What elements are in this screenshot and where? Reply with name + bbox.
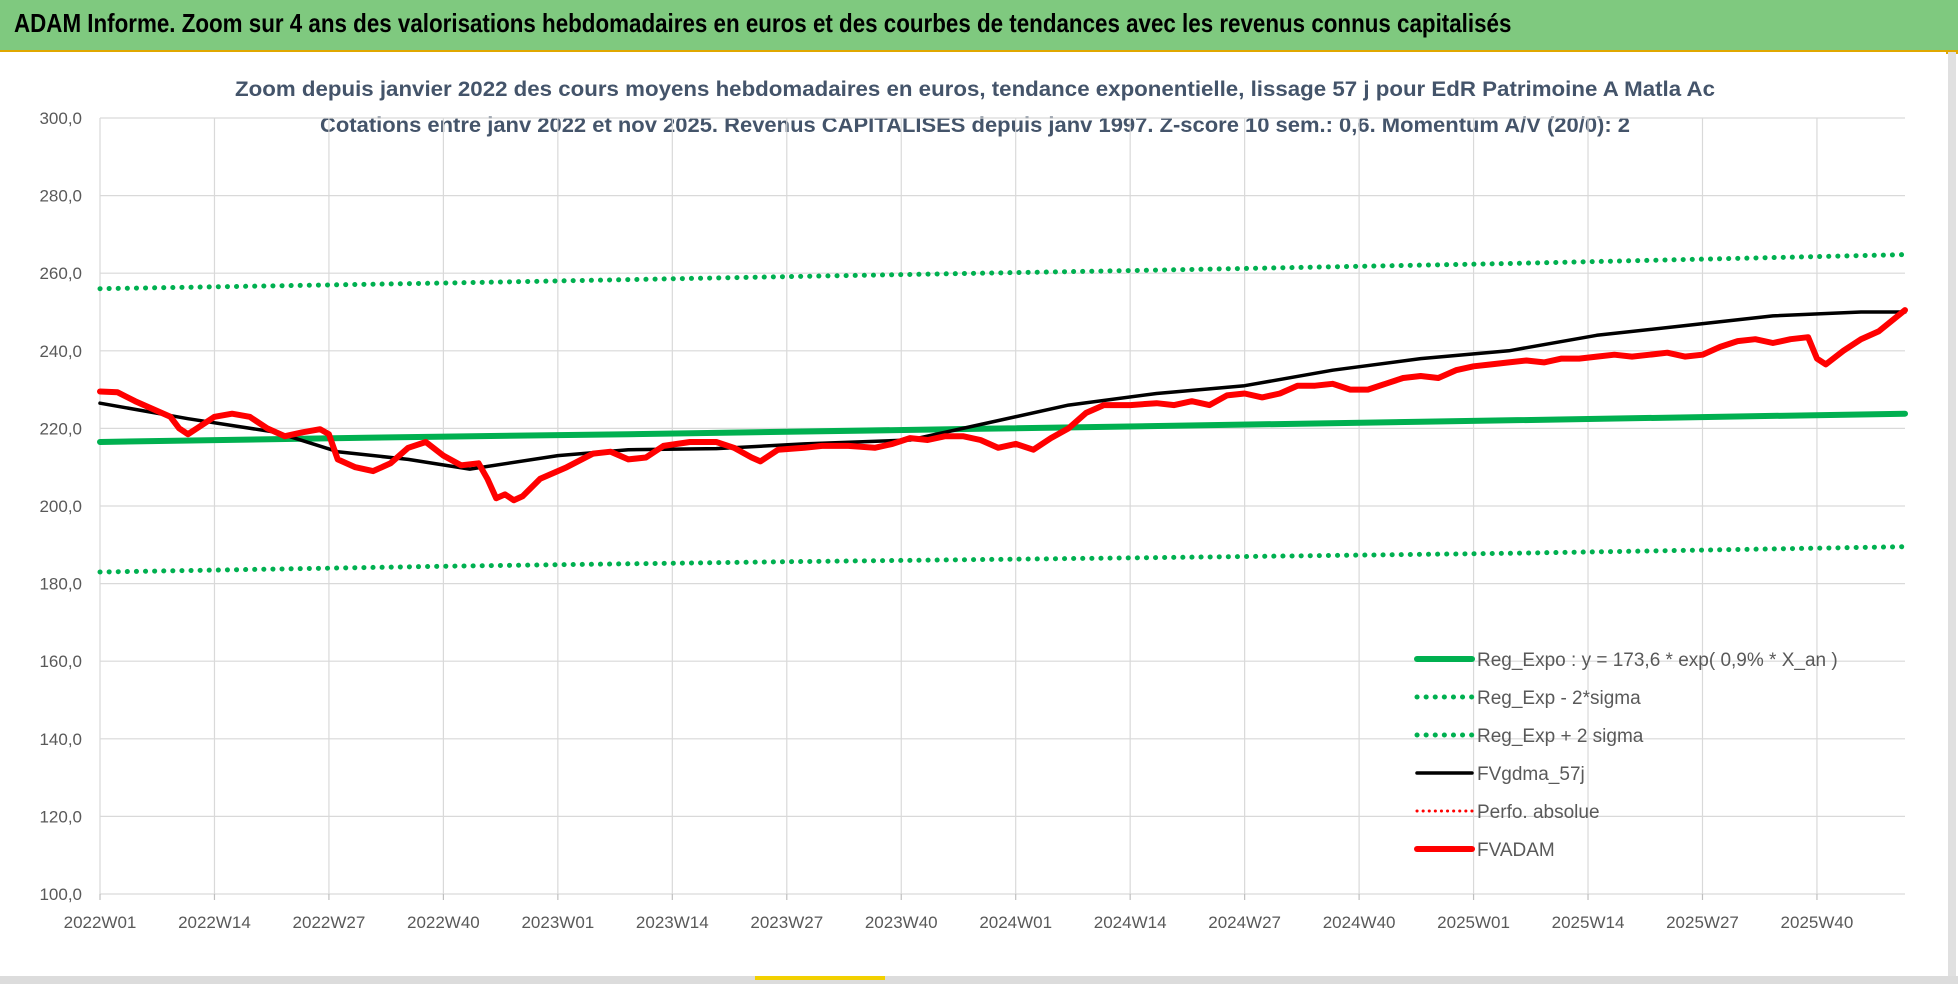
x-tick-label: 2025W14	[1552, 913, 1625, 932]
legend-label: Reg_Exp - 2*sigma	[1477, 688, 1641, 709]
scroll-thumb	[755, 976, 885, 980]
legend-label: FVADAM	[1477, 840, 1555, 861]
x-tick-label: 2025W01	[1437, 913, 1510, 932]
header-banner: ADAM Informe. Zoom sur 4 ans des valoris…	[0, 0, 1958, 52]
y-tick-label: 140,0	[39, 730, 82, 749]
y-tick-label: 160,0	[39, 652, 82, 671]
y-tick-label: 260,0	[39, 264, 82, 283]
chart-frame: Zoom depuis janvier 2022 des cours moyen…	[0, 52, 1956, 978]
series-lines	[97, 252, 1908, 575]
x-tick-label: 2024W01	[979, 913, 1052, 932]
series-line-1	[97, 544, 1908, 575]
y-tick-label: 240,0	[39, 342, 82, 361]
x-axis-labels: 2022W01 2022W14 2022W27 2022W40 2023W01 2023W…	[64, 913, 1854, 932]
x-tick-label: 2023W14	[636, 913, 709, 932]
x-gridlines	[99, 118, 1818, 900]
series-line-0	[97, 410, 1908, 445]
x-tick-label: 2022W40	[407, 913, 480, 932]
series-line-2	[97, 252, 1908, 292]
x-tick-label: 2025W27	[1666, 913, 1739, 932]
bottom-scrollbar	[0, 976, 1958, 984]
y-tick-label: 100,0	[39, 885, 82, 904]
series-line-5	[97, 307, 1908, 504]
y-tick-label: 300,0	[39, 109, 82, 128]
x-tick-label: 2022W14	[178, 913, 251, 932]
y-tick-label: 220,0	[39, 419, 82, 438]
series-line-3	[98, 310, 1907, 471]
y-tick-label: 280,0	[39, 187, 82, 206]
x-tick-label: 2022W01	[64, 913, 137, 932]
x-tick-label: 2024W27	[1208, 913, 1281, 932]
x-tick-label: 2023W40	[865, 913, 938, 932]
y-gridlines	[100, 117, 1905, 895]
y-tick-label: 180,0	[39, 575, 82, 594]
chart-legend: Reg_Expo : y = 173,6 * exp( 0,9% * X_an …	[1414, 650, 1838, 861]
x-tick-label: 2022W27	[293, 913, 366, 932]
y-tick-label: 120,0	[39, 807, 82, 826]
chart-canvas: Zoom depuis janvier 2022 des cours moyen…	[39, 78, 1908, 932]
chart-title-line-2: Cotations entre janv 2022 et nov 2025. R…	[320, 114, 1630, 137]
x-tick-label: 2025W40	[1781, 913, 1854, 932]
y-axis-labels: 100,0 120,0 140,0 160,0 180,0 200,0 220,0 240,0…	[39, 109, 82, 904]
legend-label: Reg_Expo : y = 173,6 * exp( 0,9% * X_an …	[1477, 650, 1838, 671]
x-tick-label: 2023W27	[750, 913, 823, 932]
legend-label: Perfo. absolue	[1477, 802, 1600, 823]
legend-label: FVgdma_57j	[1477, 764, 1585, 785]
report-title: ADAM Informe. Zoom sur 4 ans des valoris…	[14, 8, 1512, 38]
x-tick-label: 2024W14	[1094, 913, 1167, 932]
legend-label: Reg_Exp + 2 sigma	[1477, 726, 1644, 747]
chart-title-line-1: Zoom depuis janvier 2022 des cours moyen…	[235, 78, 1715, 101]
x-tick-label: 2023W01	[521, 913, 594, 932]
x-tick-label: 2024W40	[1323, 913, 1396, 932]
y-tick-label: 200,0	[39, 497, 82, 516]
